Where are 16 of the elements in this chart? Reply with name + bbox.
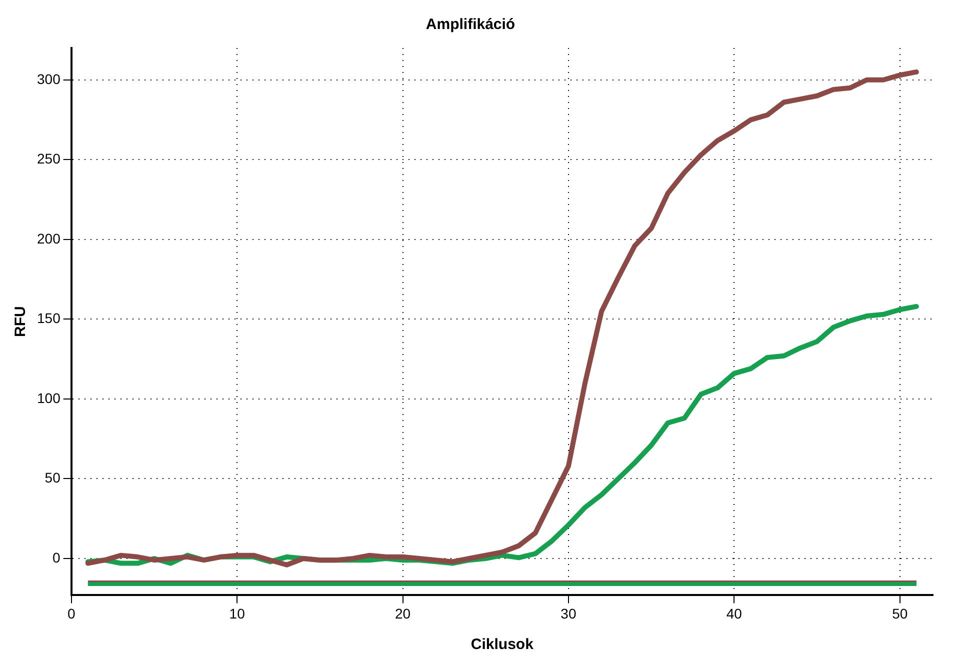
- y-tick-label: 150: [37, 310, 61, 326]
- y-tick-label: 50: [44, 470, 61, 486]
- y-tick-label: 0: [52, 549, 61, 566]
- x-tick-label: 20: [394, 605, 411, 622]
- x-tick-label: 50: [892, 605, 908, 622]
- y-tick-label: 100: [37, 390, 61, 406]
- y-tick-label: 250: [37, 150, 61, 167]
- chart-title: Amplifikáció: [426, 16, 516, 34]
- y-axis-title: RFU: [12, 306, 30, 338]
- x-axis-title: Ciklusok: [470, 636, 534, 654]
- y-tick-label: 200: [37, 230, 61, 246]
- y-tick-label: 300: [37, 70, 61, 87]
- x-tick-label: 40: [726, 605, 742, 622]
- x-tick-label: 30: [560, 605, 576, 622]
- x-tick-label: 10: [229, 605, 246, 622]
- x-tick-label: 0: [67, 605, 76, 622]
